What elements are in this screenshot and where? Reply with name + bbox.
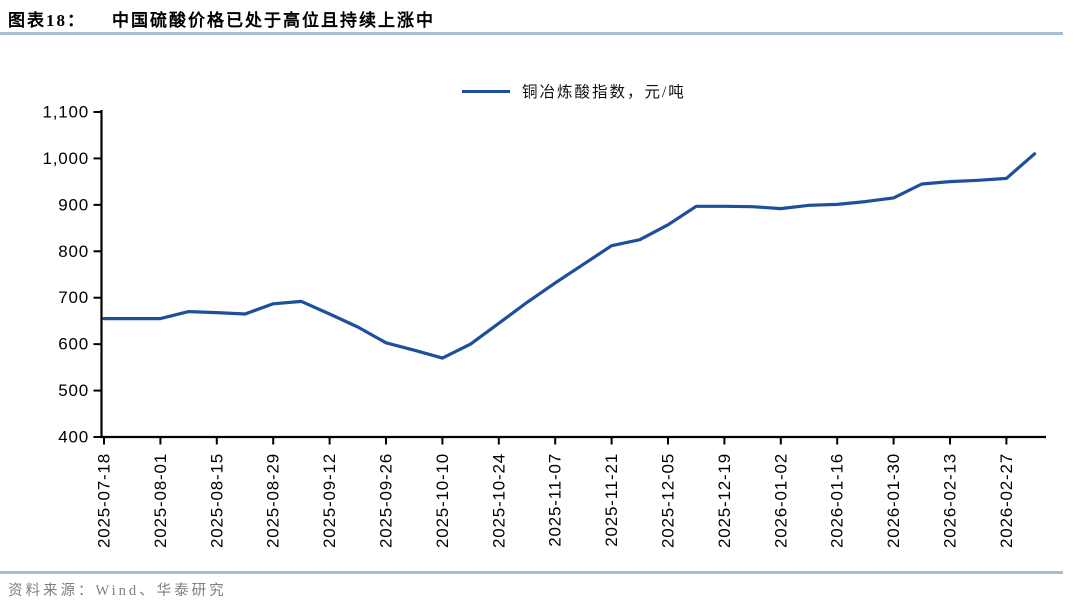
x-axis-tick-label: 2025-08-29: [264, 453, 283, 548]
y-axis-tick-label: 500: [58, 381, 89, 400]
y-axis-tick-label: 1,100: [42, 103, 89, 122]
legend: 铜冶炼酸指数，元/吨: [462, 82, 686, 101]
x-axis-tick-label: 2026-01-30: [884, 453, 903, 548]
y-axis-tick-label: 400: [58, 428, 89, 447]
y-axis-tick-label: 1,000: [42, 149, 89, 168]
x-axis-tick-label: 2026-01-02: [771, 453, 790, 548]
x-axis-tick-label: 2025-11-07: [546, 453, 565, 547]
source-note: 资料来源：Wind、华泰研究: [8, 583, 227, 599]
x-axis-tick-label: 2025-09-26: [377, 453, 396, 548]
legend-line-swatch: [462, 89, 510, 93]
legend-label: 铜冶炼酸指数，元/吨: [522, 84, 686, 101]
x-axis-tick-label: 2025-12-05: [659, 453, 678, 548]
figure-label: 图表18：: [8, 11, 86, 30]
x-axis-tick-label: 2025-11-21: [602, 453, 621, 547]
y-axis-tick-label: 600: [58, 335, 89, 354]
title-divider: [0, 32, 1063, 35]
x-axis-tick-label: 2026-02-13: [941, 453, 960, 548]
chart-title-row: 图表18： 中国硫酸价格已处于高位且持续上涨中: [8, 6, 435, 31]
x-axis-tick-label: 2025-07-18: [95, 453, 114, 548]
price-line: [102, 152, 1037, 360]
y-axis-tick-label: 700: [58, 288, 89, 307]
x-axis-tick-label: 2025-08-01: [151, 453, 170, 548]
x-axis-tick-label: 2025-12-19: [715, 453, 734, 548]
footer-divider: [0, 571, 1063, 574]
x-axis-tick-label: 2025-10-24: [489, 453, 508, 548]
page-title: 中国硫酸价格已处于高位且持续上涨中: [112, 11, 435, 30]
x-axis-tick-label: 2025-09-12: [320, 453, 339, 548]
y-axis-tick-label: 800: [58, 242, 89, 261]
x-axis-tick-label: 2026-02-27: [997, 453, 1016, 548]
x-axis-tick-label: 2025-08-15: [207, 453, 226, 548]
x-axis-tick-label: 2025-10-10: [433, 453, 452, 548]
y-axis-tick-label: 900: [58, 195, 89, 214]
x-axis-tick-label: 2026-01-16: [828, 453, 847, 548]
